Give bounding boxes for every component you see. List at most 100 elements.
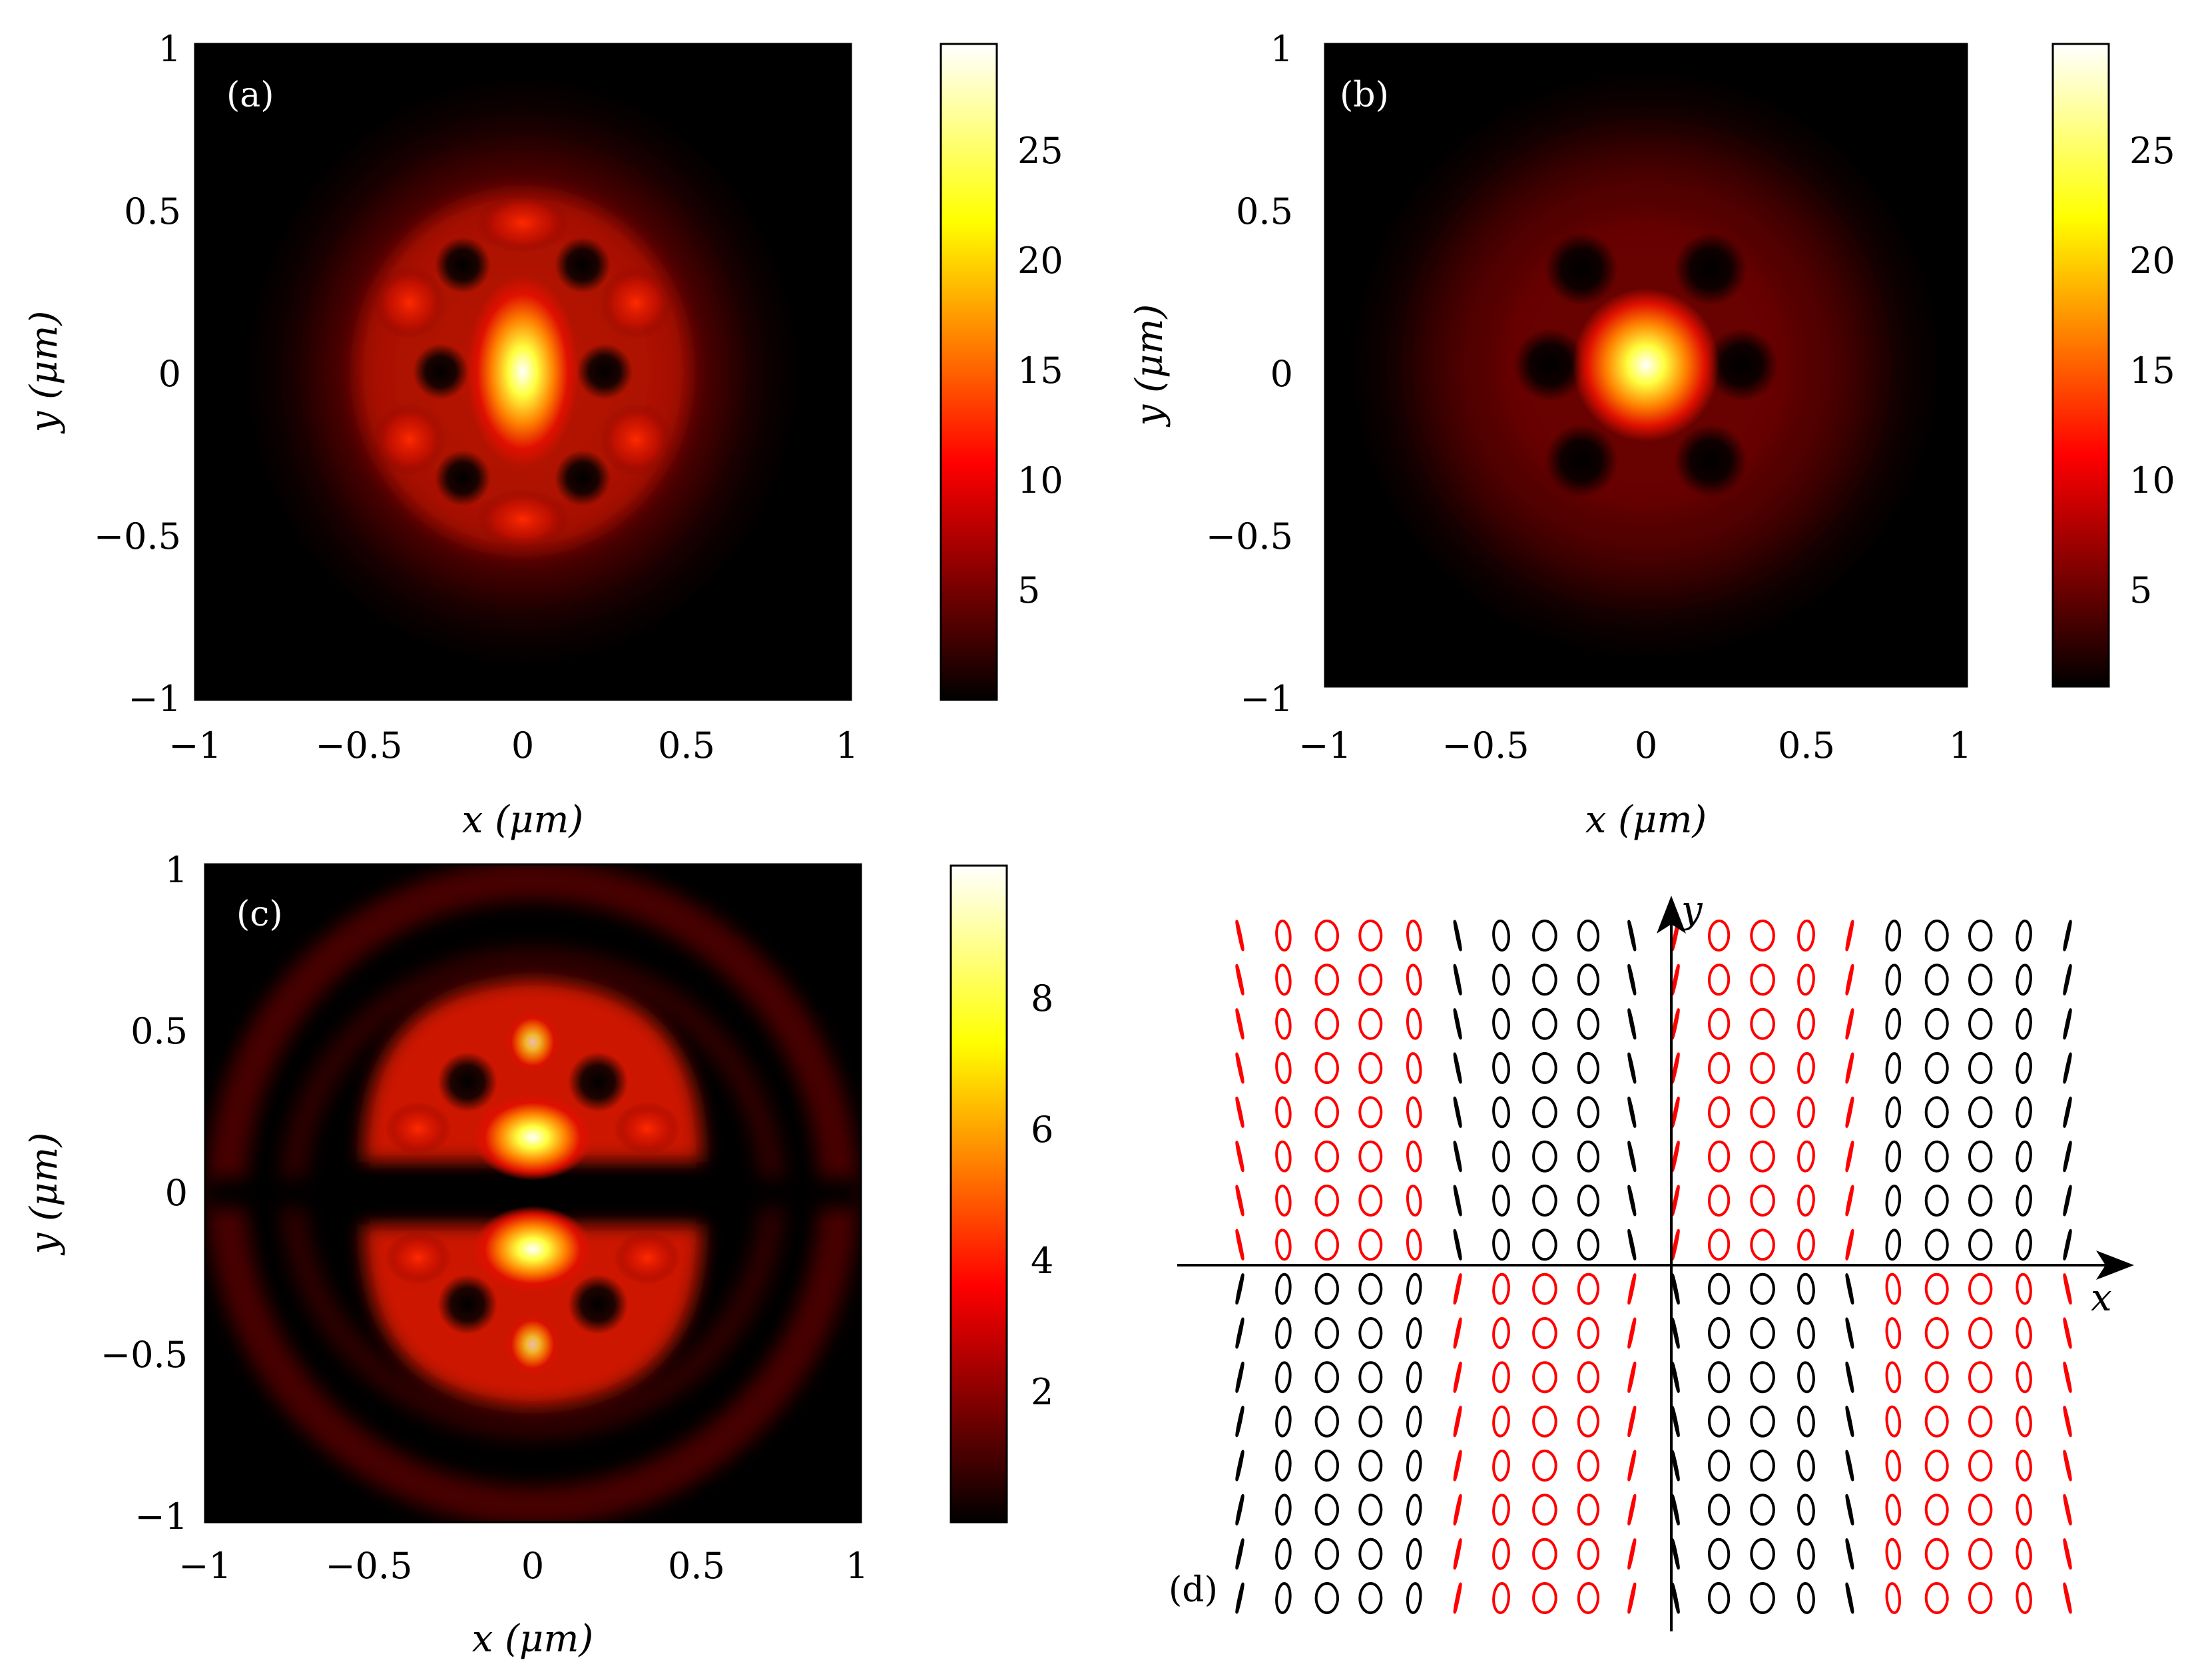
panel-a-y-ticks: 1 0.5 0 −0.5 −1 — [94, 28, 181, 720]
polarization-ellipse-black — [1532, 920, 1557, 952]
polarization-ellipse-red — [1532, 1405, 1557, 1438]
polarization-ellipse-black — [1968, 1052, 1993, 1084]
polarization-ellipse-red — [1275, 1229, 1292, 1261]
polarization-ellipse-black — [1707, 1405, 1731, 1438]
polarization-ellipse-black — [1797, 1538, 1815, 1570]
polarization-ellipse-red — [1968, 1450, 1993, 1482]
polarization-ellipse-black — [2063, 1229, 2072, 1260]
polarization-ellipse-red — [1750, 1140, 1775, 1173]
polarization-ellipse-red — [1968, 1405, 1993, 1438]
polarization-ellipse-red — [1406, 1185, 1422, 1217]
polarization-ellipse-black — [1358, 1405, 1383, 1438]
polarization-ellipse-red — [1532, 1494, 1557, 1526]
polarization-ellipse-red — [1845, 1052, 1854, 1084]
x-tick-label: 0 — [511, 724, 534, 766]
polarization-ellipse-red — [1627, 1582, 1637, 1614]
polarization-ellipse-red — [1314, 920, 1340, 952]
polarization-ellipse-red — [1275, 1052, 1292, 1084]
polarization-ellipse-red — [1235, 1229, 1244, 1260]
x-tick-label: −1 — [1298, 724, 1352, 766]
polarization-ellipse-red — [1627, 1538, 1637, 1570]
polarization-ellipse-black — [2063, 1185, 2072, 1217]
polarization-ellipse-red — [2016, 1450, 2032, 1482]
polarization-ellipse-black — [1453, 1052, 1462, 1084]
polarization-ellipse-black — [1885, 1185, 1902, 1217]
y-tick-label: 1 — [158, 28, 181, 70]
polarization-ellipse-black — [1453, 1141, 1462, 1173]
polarization-ellipse-black — [1358, 1317, 1383, 1349]
polarization-ellipse-red — [1968, 1361, 1993, 1394]
polarization-ellipse-red — [1671, 1008, 1680, 1040]
polarization-ellipse-red — [1797, 1140, 1815, 1173]
polarization-ellipse-red — [1275, 1140, 1292, 1173]
polarization-ellipse-black — [1358, 1361, 1383, 1394]
polarization-ellipse-black — [1750, 1582, 1775, 1614]
polarization-ellipse-red — [1627, 1406, 1637, 1438]
polarization-ellipse-black — [1968, 1140, 1993, 1173]
y-tick-label: 0 — [1270, 353, 1293, 395]
polarization-ellipse-red — [1314, 1185, 1340, 1217]
polarization-ellipse-black — [1406, 1450, 1422, 1482]
polarization-ellipse-red — [1406, 920, 1422, 952]
polarization-ellipse-black — [1406, 1361, 1422, 1394]
polarization-ellipse-black — [1577, 1140, 1600, 1173]
polarization-ellipse-red — [1885, 1405, 1902, 1438]
polarization-ellipse-black — [1707, 1538, 1731, 1570]
polarization-ellipse-red — [1314, 1140, 1340, 1173]
y-tick-label: −1 — [135, 1496, 188, 1538]
polarization-ellipse-red — [1492, 1538, 1510, 1570]
x-tick-label: 0 — [521, 1545, 544, 1587]
x-tick-label: 0.5 — [658, 724, 715, 766]
polarization-ellipse-red — [1492, 1317, 1510, 1349]
polarization-ellipse-red — [1235, 1008, 1244, 1040]
polarization-ellipse-red — [1358, 1052, 1383, 1084]
polarization-ellipse-red — [1453, 1361, 1462, 1393]
polarization-ellipse-black — [1845, 1538, 1854, 1570]
polarization-ellipse-black — [2063, 1052, 2072, 1084]
panel-d-y-arrow-icon — [1657, 896, 1686, 934]
polarization-ellipse-red — [1671, 1229, 1680, 1260]
polarization-ellipse-black — [1492, 1140, 1510, 1173]
polarization-ellipse-black — [1358, 1450, 1383, 1482]
polarization-ellipse-black — [1924, 1140, 1949, 1173]
colorbar-tick-label: 20 — [1017, 240, 1063, 282]
polarization-ellipse-black — [1453, 1008, 1462, 1040]
panel-d-ylabel: y — [1679, 888, 1703, 932]
polarization-ellipse-red — [1577, 1405, 1600, 1438]
panel-d-xlabel: x — [2091, 1276, 2112, 1320]
polarization-ellipse-black — [1627, 1052, 1637, 1084]
polarization-ellipse-red — [1707, 920, 1731, 952]
polarization-ellipse-red — [2063, 1494, 2072, 1526]
panel-b-heatmap — [1353, 72, 1939, 658]
polarization-ellipse-red — [1453, 1317, 1462, 1349]
polarization-ellipse-red — [1707, 1229, 1731, 1261]
colorbar-tick-label: 25 — [2129, 130, 2175, 172]
polarization-ellipse-red — [1492, 1450, 1510, 1482]
polarization-ellipse-red — [1750, 1229, 1775, 1261]
polarization-ellipse-red — [2063, 1538, 2072, 1570]
polarization-ellipse-black — [1797, 1494, 1815, 1526]
polarization-ellipse-black — [2016, 1052, 2032, 1084]
polarization-ellipse-red — [2063, 1450, 2072, 1482]
polarization-ellipse-black — [1671, 1582, 1680, 1614]
colorbar-tick-label: 6 — [1031, 1109, 1053, 1151]
polarization-ellipse-black — [2063, 964, 2072, 995]
polarization-ellipse-red — [1532, 1538, 1557, 1570]
polarization-ellipse-red — [2016, 1361, 2032, 1394]
y-tick-label: 0 — [165, 1172, 188, 1214]
polarization-ellipse-black — [1235, 1273, 1244, 1305]
polarization-ellipse-black — [1235, 1406, 1244, 1438]
polarization-ellipse-black — [1492, 1052, 1510, 1084]
polarization-ellipse-black — [1924, 1229, 1949, 1261]
polarization-ellipse-red — [2063, 1273, 2072, 1305]
polarization-ellipse-red — [1797, 1052, 1815, 1084]
polarization-ellipse-red — [1314, 1007, 1340, 1040]
polarization-ellipse-red — [1577, 1272, 1600, 1305]
y-tick-label: −0.5 — [1206, 515, 1293, 557]
polarization-ellipse-black — [1885, 1007, 1902, 1040]
polarization-ellipse-black — [1671, 1317, 1680, 1349]
polarization-ellipse-red — [1492, 1494, 1510, 1526]
panel-d-x-arrow-icon — [2096, 1251, 2134, 1280]
polarization-ellipse-black — [1627, 1008, 1637, 1040]
polarization-ellipse-black — [2016, 920, 2032, 952]
